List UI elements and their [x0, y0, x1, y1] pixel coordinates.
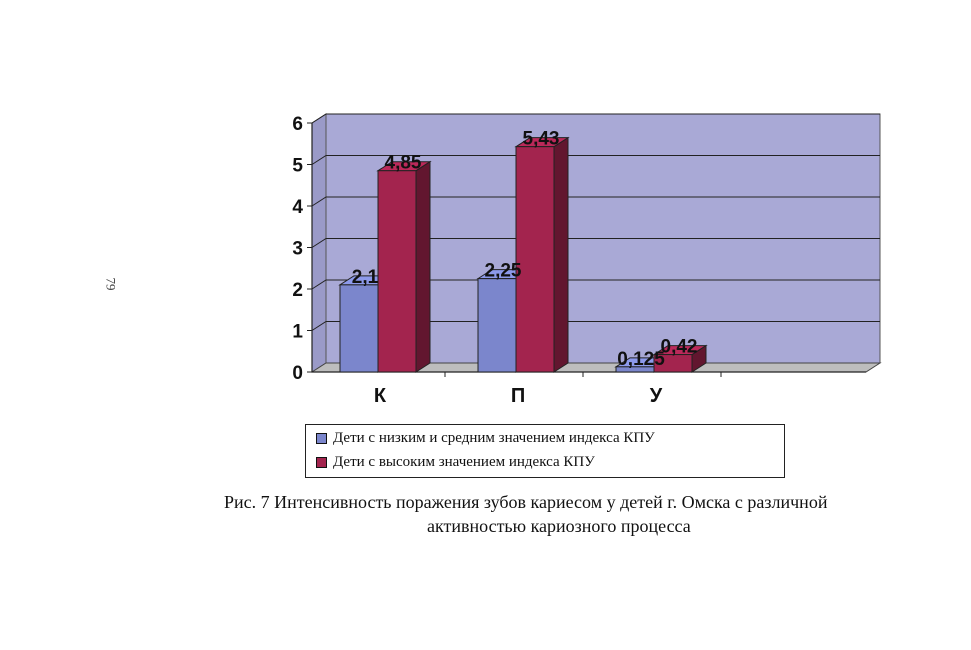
y-tick-label: 3	[292, 239, 303, 260]
bar-0-0	[339, 284, 379, 373]
data-label-0-0: 2,1	[352, 267, 379, 288]
y-tick-label: 0	[292, 363, 303, 384]
legend-label-high: Дети с высоким значением индекса КПУ	[333, 454, 595, 470]
gridline	[311, 113, 880, 124]
gridline	[311, 238, 880, 248]
x-tick-label-1: П	[511, 385, 525, 407]
y-tick-label: 5	[292, 156, 303, 177]
gridline	[311, 321, 880, 331]
bar-1-0	[377, 170, 417, 373]
y-tick-label: 4	[292, 197, 303, 218]
caption-line-2: активностью кариозного процесса	[427, 516, 691, 536]
bar-0-1	[477, 278, 517, 373]
gridline	[311, 155, 880, 165]
data-label-0-2: 0,125	[617, 349, 665, 370]
bar-side-1-1	[553, 136, 569, 373]
x-tick-label-0: К	[374, 385, 387, 407]
legend-swatch-low	[316, 433, 327, 444]
data-label-0-1: 2,25	[485, 261, 522, 282]
y-tick-label: 1	[292, 322, 303, 343]
legend-item-low: Дети с низким и средним значением индекс…	[316, 430, 655, 447]
data-label-1-2: 0,42	[661, 337, 698, 358]
figure-caption: Рис. 7 Интенсивность поражения зубов кар…	[200, 490, 971, 538]
gridline	[311, 279, 880, 290]
legend-swatch-high	[316, 457, 327, 468]
y-tick-label: 2	[292, 280, 303, 301]
data-label-1-0: 4,85	[385, 153, 422, 174]
caption-line-1: Рис. 7 Интенсивность поражения зубов кар…	[224, 492, 828, 512]
legend-item-high: Дети с высоким значением индекса КПУ	[316, 454, 595, 471]
y-tick-label: 6	[292, 114, 303, 135]
gridline	[311, 196, 880, 207]
data-label-1-1: 5,43	[523, 129, 560, 150]
bar-1-1	[515, 146, 555, 373]
x-tick-label-2: У	[650, 385, 663, 407]
bar-side-1-0	[415, 160, 431, 373]
chart-legend: Дети с низким и средним значением индекс…	[305, 424, 785, 478]
legend-label-low: Дети с низким и средним значением индекс…	[333, 430, 655, 446]
bar-1-2	[653, 354, 693, 373]
